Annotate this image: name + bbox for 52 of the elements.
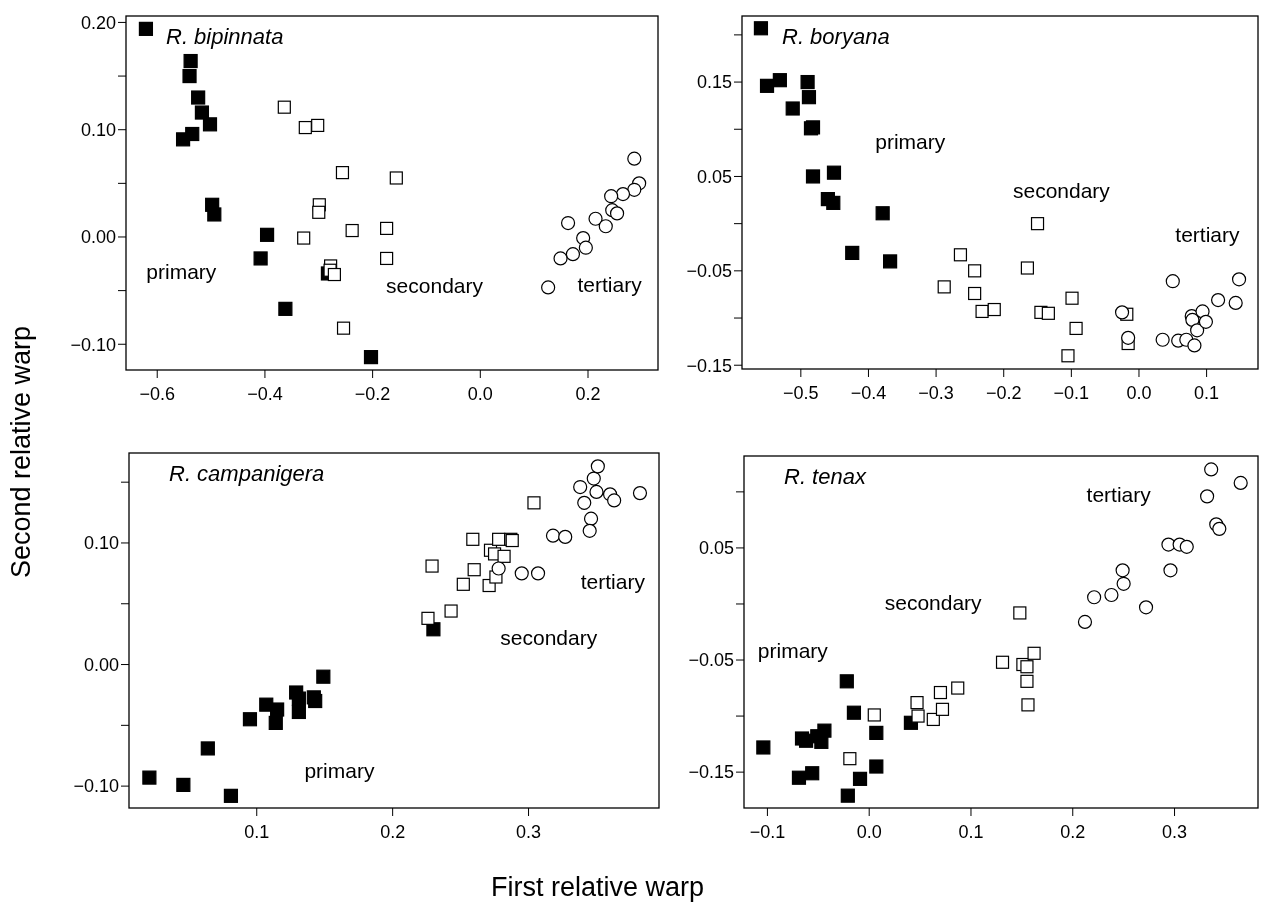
x-tick-label: 0.2 <box>1060 822 1086 842</box>
chart-title: R. bipinnata <box>166 24 284 49</box>
x-tick-label: −0.6 <box>139 384 175 404</box>
x-tick-label: 0.1 <box>958 822 984 842</box>
x-tick-label: 0.0 <box>467 384 493 404</box>
y-tick-label: −0.05 <box>688 650 734 671</box>
series-label: tertiary <box>1086 483 1152 507</box>
series-label: tertiary <box>1175 222 1241 246</box>
y-tick-label: 0.10 <box>80 120 116 141</box>
x-tick-label: 0.1 <box>1194 383 1220 403</box>
x-tick-label: 0.3 <box>1162 822 1188 842</box>
chart-title: R. campanigera <box>169 461 325 486</box>
x-tick-label: −0.5 <box>783 383 819 403</box>
series-label: primary <box>304 758 375 782</box>
x-tick-label: −0.2 <box>985 383 1022 403</box>
x-tick-label: −0.4 <box>247 384 283 404</box>
y-tick-label: −0.15 <box>688 762 734 783</box>
series-label: tertiary <box>580 570 646 594</box>
series-label: secondary <box>884 591 983 615</box>
x-tick-label: −0.2 <box>354 384 391 404</box>
x-tick-label: −0.1 <box>1053 383 1090 403</box>
y-tick-label: −0.05 <box>686 261 732 282</box>
x-tick-label: 0.0 <box>1126 383 1152 403</box>
x-tick-label: −0.1 <box>749 822 786 842</box>
y-axis-title: Second relative warp <box>6 325 36 579</box>
x-tick-label: 0.2 <box>575 384 601 404</box>
series-label: primary <box>146 259 217 283</box>
x-tick-label: 0.2 <box>380 822 406 842</box>
x-tick-label: 0.1 <box>244 822 270 842</box>
series-label: primary <box>757 639 829 663</box>
x-axis-title: First relative warp <box>490 872 705 902</box>
x-tick-label: −0.3 <box>918 383 954 403</box>
series-label: primary <box>875 130 946 154</box>
y-tick-label: 0.05 <box>698 538 734 559</box>
chart-title: R. boryana <box>782 24 890 49</box>
y-tick-label: 0.00 <box>83 654 119 675</box>
series-label: secondary <box>1012 179 1111 203</box>
y-tick-label: −0.10 <box>73 776 119 797</box>
y-tick-label: 0.00 <box>80 227 116 248</box>
x-tick-label: −0.4 <box>850 383 887 403</box>
y-tick-label: 0.15 <box>696 72 732 93</box>
y-tick-label: 0.10 <box>83 533 119 554</box>
y-tick-label: −0.10 <box>70 334 116 355</box>
y-tick-label: −0.15 <box>686 355 732 376</box>
x-tick-label: 0.3 <box>516 822 542 842</box>
y-tick-label: 0.05 <box>696 166 732 187</box>
series-label: tertiary <box>577 272 643 296</box>
y-tick-label: 0.20 <box>80 12 116 33</box>
series-label: secondary <box>386 273 484 297</box>
chart-title: R. tenax <box>784 464 867 489</box>
series-label: secondary <box>500 626 598 650</box>
x-tick-label: 0.0 <box>856 822 882 842</box>
